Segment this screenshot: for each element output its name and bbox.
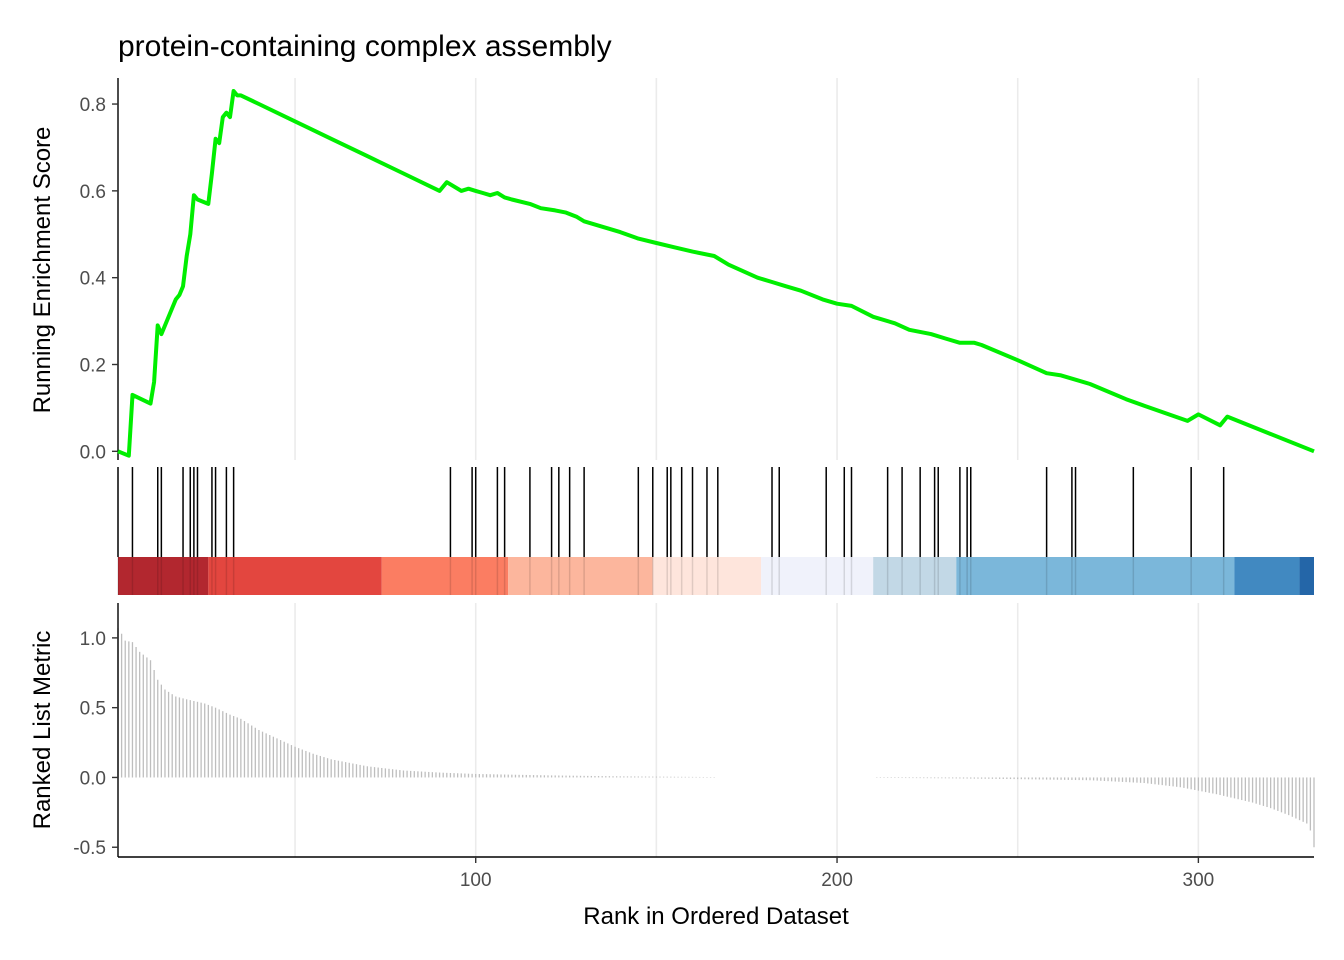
ranked-metric-y-axis-title: Ranked List Metric	[29, 631, 56, 830]
running-score-y-axis-title: Running Enrichment Score	[29, 127, 56, 414]
band-segment	[652, 557, 762, 595]
running-score-line	[117, 89, 1315, 458]
gene-hit-marks	[117, 467, 1225, 595]
y-tick-label: 0.4	[80, 269, 107, 290]
running-score-gridlines	[294, 78, 1200, 460]
y-tick-label: 0.6	[80, 182, 106, 203]
x-tick-label: 100	[460, 870, 492, 891]
band-segment	[761, 557, 874, 595]
rank-color-band	[118, 557, 1314, 595]
band-segment	[508, 557, 653, 595]
ranked-metric-gridlines	[294, 603, 1200, 857]
y-tick-label: 0.2	[80, 356, 106, 377]
band-segment	[873, 557, 957, 595]
gene-hits-panel	[117, 467, 1314, 595]
band-segment	[208, 557, 382, 595]
band-segment	[118, 557, 209, 595]
x-tick-label: 300	[1183, 870, 1215, 891]
chart-title: protein-containing complex assembly	[118, 30, 612, 63]
y-tick-label: 0.8	[80, 95, 106, 116]
band-segment	[381, 557, 509, 595]
y-tick-label: 0.0	[80, 442, 106, 463]
x-tick-label: 200	[821, 870, 853, 891]
band-segment	[1299, 557, 1314, 595]
y-tick-label: 0.0	[80, 768, 106, 789]
y-tick-label: 1.0	[80, 629, 106, 650]
ranked-metric-panel: -0.5 0.0 0.5 1.0 100 200 300 Ranked List Metr…	[29, 603, 1315, 930]
running-score-panel: 0.0 0.2 0.4 0.6 0.8 Running Enrichment Score	[29, 78, 1315, 463]
running-score-y-axis: 0.0 0.2 0.4 0.6 0.8	[80, 78, 119, 463]
x-axis-title: Rank in Ordered Dataset	[583, 903, 849, 930]
band-segment	[1234, 557, 1300, 595]
ranked-metric-y-axis: -0.5 0.0 0.5 1.0	[73, 603, 119, 859]
y-tick-label: -0.5	[73, 838, 106, 859]
y-tick-label: 0.5	[80, 699, 106, 720]
ranked-metric-bars	[117, 628, 1315, 848]
rank-x-axis: 100 200 300	[118, 856, 1314, 891]
band-segment	[956, 557, 1235, 595]
